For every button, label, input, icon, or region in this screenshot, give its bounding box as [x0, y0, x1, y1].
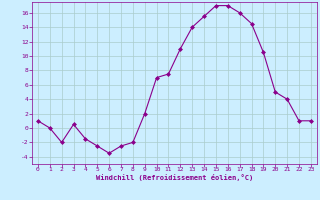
X-axis label: Windchill (Refroidissement éolien,°C): Windchill (Refroidissement éolien,°C): [96, 174, 253, 181]
